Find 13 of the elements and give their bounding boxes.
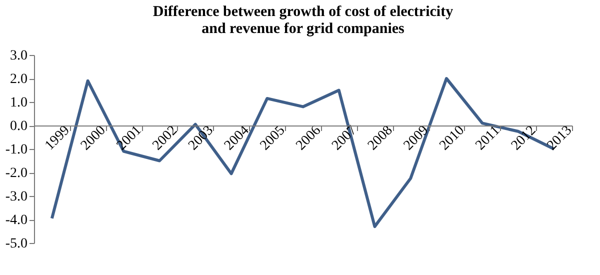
- x-tick-label: 1999: [42, 123, 73, 154]
- y-tick-label: -5.0: [5, 236, 28, 252]
- y-tick-label: -3.0: [5, 190, 28, 204]
- y-tick-label: 3.0: [10, 48, 28, 64]
- y-tick-label: -1.0: [5, 142, 28, 158]
- y-tick-label: 2.0: [10, 72, 28, 87]
- y-tick-label: -2.0: [5, 166, 28, 181]
- y-tick-label: -4.0: [5, 213, 28, 228]
- y-tick-label: 0.0: [10, 119, 28, 134]
- y-tick-label: 1.0: [10, 96, 28, 110]
- x-tick-label: 2011: [473, 123, 504, 154]
- text: Difference between growth of cost of electricity: [152, 4, 454, 20]
- text: and revenue for grid companies: [202, 21, 404, 37]
